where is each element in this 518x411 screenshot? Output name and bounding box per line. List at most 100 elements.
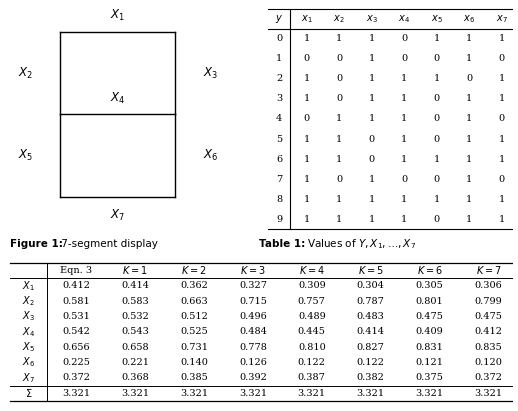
Text: 1: 1 [401,195,407,204]
Text: 1: 1 [498,95,505,104]
Text: 0.583: 0.583 [121,297,149,306]
Text: 0.731: 0.731 [180,343,208,352]
Text: 0: 0 [304,54,310,63]
Text: $X_3$: $X_3$ [22,309,35,323]
Text: 1: 1 [466,215,472,224]
Text: $K=1$: $K=1$ [122,264,148,276]
Text: $x_3$: $x_3$ [366,13,378,25]
Text: $K=6$: $K=6$ [416,264,442,276]
Text: 0.581: 0.581 [62,297,90,306]
Text: $x_4$: $x_4$ [398,13,410,25]
Text: 0.414: 0.414 [121,281,149,290]
Text: 1: 1 [304,215,310,224]
Text: 1: 1 [466,175,472,184]
Text: 1: 1 [368,175,375,184]
Text: 0.757: 0.757 [298,297,326,306]
Text: $X_7$: $X_7$ [22,371,35,385]
Text: 0: 0 [434,95,440,104]
Text: 1: 1 [498,34,505,43]
Text: $X_4$: $X_4$ [22,325,35,339]
Text: $X_7$: $X_7$ [110,208,125,223]
Text: 0.225: 0.225 [62,358,90,367]
Text: 1: 1 [368,215,375,224]
Text: 0.835: 0.835 [474,343,502,352]
Text: 6: 6 [276,155,282,164]
Text: 3.321: 3.321 [239,389,267,398]
Text: 0.306: 0.306 [474,281,502,290]
Text: $x_6$: $x_6$ [463,13,475,25]
Text: $K=7$: $K=7$ [476,264,501,276]
Text: 0.372: 0.372 [474,374,502,382]
Text: 0: 0 [336,74,342,83]
Text: Eqn. 3: Eqn. 3 [60,266,92,275]
Text: 1: 1 [434,34,440,43]
Text: 0: 0 [401,175,407,184]
Text: 1: 1 [498,195,505,204]
Text: 0.368: 0.368 [121,374,149,382]
Text: 0.512: 0.512 [180,312,208,321]
Text: 1: 1 [304,175,310,184]
Text: $\Sigma$: $\Sigma$ [25,387,32,399]
Text: 1: 1 [368,115,375,123]
Text: $X_1$: $X_1$ [22,279,35,293]
Text: 1: 1 [498,155,505,164]
Text: 0.387: 0.387 [298,374,326,382]
Text: 1: 1 [336,134,342,143]
Text: 5: 5 [276,134,282,143]
Text: $K=2$: $K=2$ [181,264,207,276]
Text: 1: 1 [401,155,407,164]
Text: 0.412: 0.412 [62,281,90,290]
Text: 0.305: 0.305 [415,281,443,290]
Text: 0.810: 0.810 [298,343,326,352]
Text: $X_6$: $X_6$ [22,356,35,369]
Text: 0.483: 0.483 [357,312,385,321]
Text: 0.385: 0.385 [180,374,208,382]
Text: 0.801: 0.801 [415,297,443,306]
Text: 0: 0 [434,134,440,143]
Text: 0.120: 0.120 [474,358,502,367]
Text: $y$: $y$ [275,13,283,25]
Text: 0.221: 0.221 [121,358,149,367]
Text: 0.542: 0.542 [62,327,90,336]
Text: $X_3$: $X_3$ [203,65,218,81]
Text: 0.304: 0.304 [357,281,385,290]
Text: 1: 1 [336,195,342,204]
Text: 7: 7 [276,175,282,184]
Text: 0.831: 0.831 [415,343,443,352]
Text: 0.475: 0.475 [474,312,502,321]
Text: 0: 0 [304,115,310,123]
Text: 0.309: 0.309 [298,281,326,290]
Text: 1: 1 [401,115,407,123]
Text: 0.327: 0.327 [239,281,267,290]
Text: $X_5$: $X_5$ [18,148,33,163]
Text: 1: 1 [401,95,407,104]
Text: $x_7$: $x_7$ [496,13,508,25]
Text: $X_2$: $X_2$ [22,294,35,308]
Text: 0.525: 0.525 [180,327,208,336]
Text: 0.382: 0.382 [357,374,385,382]
Text: 0: 0 [368,155,375,164]
Text: 3.321: 3.321 [121,389,149,398]
Text: 1: 1 [401,134,407,143]
Text: 1: 1 [304,34,310,43]
Text: 1: 1 [304,155,310,164]
Text: 3.321: 3.321 [474,389,502,398]
Text: $X_4$: $X_4$ [110,91,125,106]
Text: 1: 1 [304,95,310,104]
Text: 0: 0 [336,54,342,63]
Text: 0.409: 0.409 [415,327,443,336]
Text: 0.658: 0.658 [121,343,149,352]
Text: Table 1:: Table 1: [259,239,305,249]
Text: 0: 0 [434,175,440,184]
Text: 1: 1 [368,95,375,104]
Text: 1: 1 [368,195,375,204]
Text: $X_5$: $X_5$ [22,340,35,354]
Text: 3: 3 [276,95,282,104]
Text: 1: 1 [401,74,407,83]
Text: $x_1$: $x_1$ [300,13,312,25]
Text: 1: 1 [434,195,440,204]
Text: 0: 0 [498,115,505,123]
Text: 0.121: 0.121 [415,358,443,367]
Text: 0.122: 0.122 [298,358,326,367]
Text: 2: 2 [276,74,282,83]
